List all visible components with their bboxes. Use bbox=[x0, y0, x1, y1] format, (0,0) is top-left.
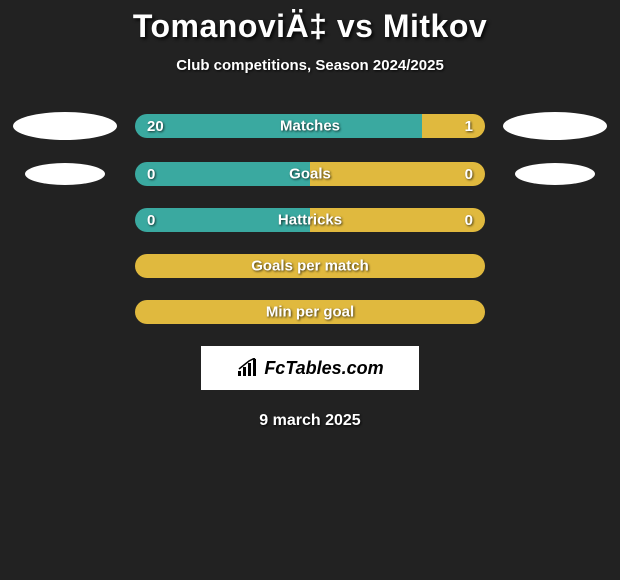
page-subtitle: Club competitions, Season 2024/2025 bbox=[0, 57, 620, 74]
stat-bar: 0 0 Hattricks bbox=[135, 208, 485, 232]
chart-icon bbox=[236, 358, 260, 378]
stat-bar: Min per goal bbox=[135, 300, 485, 324]
stat-bar: 0 0 Goals bbox=[135, 162, 485, 186]
right-value: 0 bbox=[465, 212, 473, 229]
right-value: 1 bbox=[465, 118, 473, 135]
footer-site-name: FcTables.com bbox=[264, 358, 383, 379]
bar-right-segment: 0 bbox=[310, 162, 485, 186]
left-value: 0 bbox=[147, 212, 155, 229]
player-oval-right bbox=[515, 163, 595, 185]
stat-bar: 20 1 Matches bbox=[135, 114, 485, 138]
stat-row: 20 1 Matches bbox=[0, 112, 620, 140]
right-oval-wrap bbox=[503, 163, 607, 185]
bar-right-segment: 1 bbox=[422, 114, 485, 138]
stat-row: Goals per match bbox=[0, 254, 620, 278]
page-title: TomanoviÄ‡ vs Mitkov bbox=[0, 8, 620, 45]
stat-row: 0 0 Hattricks bbox=[0, 208, 620, 232]
stat-label: Goals bbox=[289, 166, 331, 183]
stat-row: 0 0 Goals bbox=[0, 162, 620, 186]
stat-rows: 20 1 Matches 0 0 Goals 0 0 Hattricks Goals per ma… bbox=[0, 112, 620, 324]
stat-label: Matches bbox=[280, 118, 340, 135]
player-oval-right bbox=[503, 112, 607, 140]
player-oval-left bbox=[25, 163, 105, 185]
right-value: 0 bbox=[465, 166, 473, 183]
bar-right-segment bbox=[473, 254, 485, 278]
footer-date: 9 march 2025 bbox=[0, 412, 620, 430]
footer-logo: FcTables.com bbox=[201, 346, 419, 390]
player-oval-left bbox=[13, 112, 117, 140]
stat-label: Goals per match bbox=[251, 258, 369, 275]
stat-row: Min per goal bbox=[0, 300, 620, 324]
right-oval-wrap bbox=[503, 112, 607, 140]
left-oval-wrap bbox=[13, 163, 117, 185]
comparison-infographic: TomanoviÄ‡ vs Mitkov Club competitions, … bbox=[0, 0, 620, 430]
left-oval-wrap bbox=[13, 112, 117, 140]
bar-left-segment: 0 bbox=[135, 162, 310, 186]
left-value: 0 bbox=[147, 166, 155, 183]
stat-label: Hattricks bbox=[278, 212, 342, 229]
left-value: 20 bbox=[147, 118, 164, 135]
stat-bar: Goals per match bbox=[135, 254, 485, 278]
stat-label: Min per goal bbox=[266, 304, 354, 321]
bar-right-segment bbox=[473, 300, 485, 324]
bar-left-segment: 20 bbox=[135, 114, 422, 138]
